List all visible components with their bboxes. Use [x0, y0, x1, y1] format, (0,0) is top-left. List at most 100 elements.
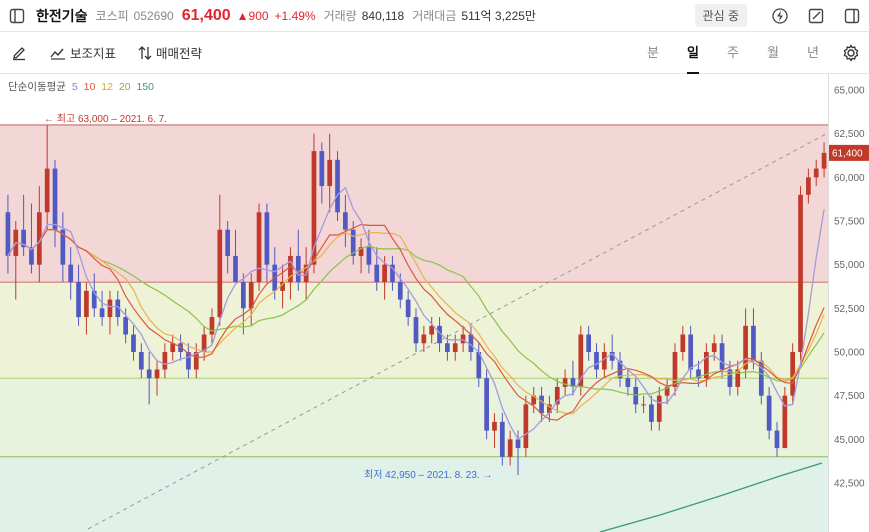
ma-legend-150: 150 — [136, 81, 155, 93]
candle — [688, 334, 694, 370]
candle — [758, 360, 764, 396]
stock-name[interactable]: 한전기술 — [36, 7, 88, 24]
candle — [60, 229, 66, 265]
candle — [570, 378, 576, 387]
candle — [680, 334, 686, 352]
candle — [397, 282, 403, 300]
candle — [586, 334, 592, 352]
candle — [123, 317, 128, 335]
volume-label: 거래량 — [323, 9, 357, 23]
candle — [601, 352, 607, 370]
candle — [154, 369, 160, 379]
candle — [84, 290, 89, 318]
candle — [656, 395, 662, 422]
change-rate: +1.49% — [274, 8, 316, 23]
settings-gear-icon[interactable] — [833, 32, 869, 74]
candle — [209, 317, 215, 335]
current-price: 61,400 — [181, 6, 231, 24]
candle — [641, 404, 646, 406]
sort-arrows-icon — [138, 45, 152, 60]
y-tick-2: 60,000 — [834, 173, 865, 184]
candle — [256, 212, 262, 283]
candle — [358, 247, 364, 256]
candle — [664, 386, 670, 396]
candle — [295, 255, 301, 283]
candle — [766, 395, 772, 431]
panel-toggle-icon[interactable] — [841, 5, 863, 27]
indicator-button[interactable]: 보조지표 — [50, 43, 116, 62]
lightning-icon[interactable] — [769, 5, 791, 27]
candle — [617, 360, 623, 379]
candle — [36, 212, 42, 265]
candle — [382, 264, 387, 283]
ma-legend: 단순이동평균 5 10 12 20 150 — [8, 79, 157, 94]
candle — [343, 212, 348, 230]
ma12-line — [7, 229, 825, 415]
candle — [390, 264, 395, 283]
zone-lower — [0, 456, 828, 532]
y-tick-8: 45,000 — [834, 435, 865, 446]
period-tab-0[interactable]: 분 — [647, 44, 659, 60]
candle — [499, 421, 505, 457]
ma-legend-10: 10 — [83, 81, 96, 93]
ma-legend-12: 12 — [101, 81, 113, 93]
candle — [327, 159, 333, 187]
candle — [311, 151, 317, 265]
candle — [539, 395, 544, 414]
candle — [704, 352, 709, 379]
candle — [233, 255, 238, 283]
candle — [146, 369, 152, 379]
candle — [68, 264, 74, 283]
candle — [672, 352, 678, 387]
candle — [366, 247, 372, 265]
candle — [44, 168, 50, 213]
candle — [264, 212, 270, 265]
price-change: ▲900 — [236, 8, 269, 23]
candle — [429, 325, 435, 335]
candle — [5, 212, 11, 256]
candle — [131, 334, 136, 352]
watchlist-button[interactable]: 관심 중 — [694, 4, 747, 27]
y-tick-9: 42,500 — [834, 479, 865, 490]
period-tab-1[interactable]: 일 — [673, 32, 713, 74]
candle — [201, 334, 207, 352]
period-tab-2[interactable]: 주 — [727, 44, 739, 60]
candle — [806, 177, 811, 195]
candle — [437, 325, 442, 344]
candle — [727, 369, 733, 387]
y-tick-4: 55,000 — [834, 260, 865, 271]
ma-legend-20: 20 — [118, 81, 131, 93]
sidebar-toggle-icon[interactable] — [6, 5, 28, 27]
candle — [594, 352, 599, 370]
volume-value: 840,118 — [361, 8, 405, 23]
period-tab-4[interactable]: 년 — [807, 44, 819, 60]
draw-pencil-icon[interactable] — [8, 42, 30, 64]
period-tab-3[interactable]: 월 — [767, 44, 779, 60]
candle — [240, 282, 246, 309]
candle — [821, 152, 827, 169]
stock-code: 052690 — [133, 8, 174, 23]
amount-label: 거래대금 — [412, 9, 457, 23]
candle — [225, 229, 231, 256]
candle — [719, 343, 725, 370]
candle — [578, 334, 584, 387]
indicator-label: 보조지표 — [70, 47, 117, 61]
candle — [350, 229, 356, 256]
ma150-line — [599, 462, 823, 532]
candle — [52, 168, 58, 230]
market-label: 코스피 — [95, 9, 129, 23]
candle — [696, 369, 701, 379]
candlestick-chart[interactable]: 65,000 62,500 60,000 57,500 55,000 52,500 50,0… — [0, 74, 869, 532]
candle — [813, 168, 819, 178]
candle — [743, 325, 748, 370]
y-tick-7: 47,500 — [834, 391, 865, 402]
candle — [91, 290, 97, 309]
ma5-line — [7, 186, 825, 441]
candle — [29, 247, 34, 265]
candle — [782, 395, 788, 449]
strategy-button[interactable]: 매매전략 — [138, 43, 202, 62]
candle — [170, 343, 176, 352]
zone-upper — [0, 124, 828, 283]
edit-note-icon[interactable] — [805, 5, 827, 27]
candle — [562, 378, 568, 387]
